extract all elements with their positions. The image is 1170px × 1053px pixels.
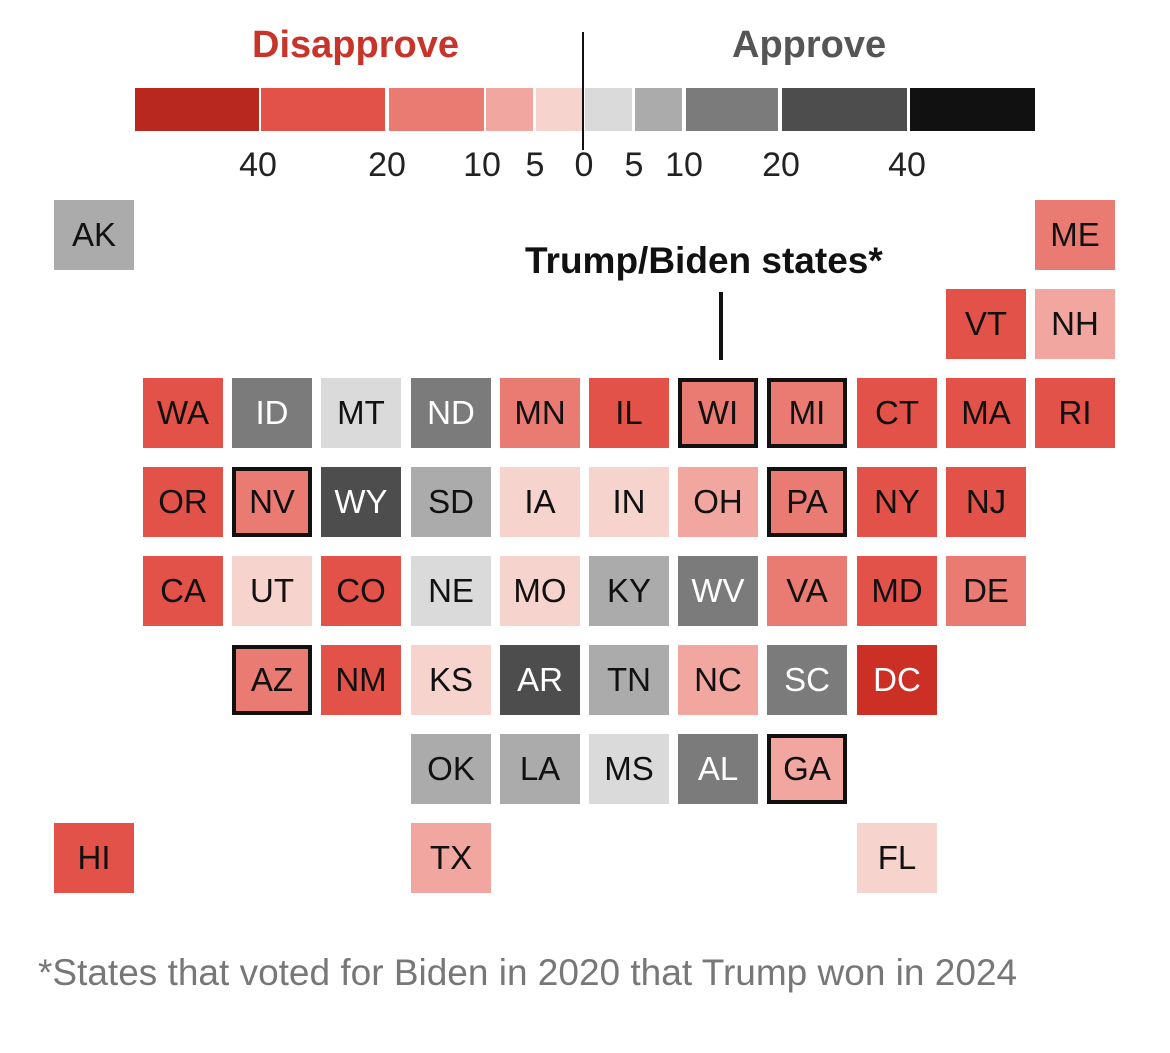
- state-tile-me: ME: [1035, 200, 1115, 270]
- legend-tick-label: 10: [665, 146, 703, 184]
- legend-segment: [135, 88, 259, 131]
- state-tile-mi: MI: [767, 378, 847, 448]
- state-tile-ny: NY: [857, 467, 937, 537]
- state-tile-wy: WY: [321, 467, 401, 537]
- state-tile-nd: ND: [411, 378, 491, 448]
- legend-segment: [486, 88, 533, 131]
- state-tile-fl: FL: [857, 823, 937, 893]
- state-tile-ky: KY: [589, 556, 669, 626]
- state-tile-id: ID: [232, 378, 312, 448]
- state-tile-sd: SD: [411, 467, 491, 537]
- legend-color-bar: [135, 88, 1035, 131]
- legend-tick-label: 20: [368, 146, 406, 184]
- state-tile-nj: NJ: [946, 467, 1026, 537]
- state-tile-ca: CA: [143, 556, 223, 626]
- legend-segment: [910, 88, 1035, 131]
- state-tile-ga: GA: [767, 734, 847, 804]
- state-tile-ia: IA: [500, 467, 580, 537]
- legend-tick-label: 5: [525, 146, 545, 184]
- state-tile-in: IN: [589, 467, 669, 537]
- state-tile-hi: HI: [54, 823, 134, 893]
- state-tile-co: CO: [321, 556, 401, 626]
- state-tile-mn: MN: [500, 378, 580, 448]
- state-tile-ma: MA: [946, 378, 1026, 448]
- legend-tick-label: 0: [574, 146, 594, 184]
- state-tile-wv: WV: [678, 556, 758, 626]
- approve-label: Approve: [732, 24, 887, 66]
- state-tile-ms: MS: [589, 734, 669, 804]
- state-tile-or: OR: [143, 467, 223, 537]
- legend-segment: [686, 88, 778, 131]
- disapprove-label: Disapprove: [252, 24, 459, 66]
- state-tile-pa: PA: [767, 467, 847, 537]
- state-tile-vt: VT: [946, 289, 1026, 359]
- legend-tick-label: 10: [463, 146, 501, 184]
- state-tile-tn: TN: [589, 645, 669, 715]
- state-tile-oh: OH: [678, 467, 758, 537]
- state-tile-nc: NC: [678, 645, 758, 715]
- trump-biden-callout: Trump/Biden states*: [525, 240, 883, 281]
- legend-segment: [635, 88, 682, 131]
- legend-tick-label: 20: [762, 146, 800, 184]
- state-tile-va: VA: [767, 556, 847, 626]
- state-tile-ct: CT: [857, 378, 937, 448]
- legend-tick-label: 40: [239, 146, 277, 184]
- footnote: *States that voted for Biden in 2020 tha…: [38, 952, 1018, 993]
- state-tile-nh: NH: [1035, 289, 1115, 359]
- state-tile-ar: AR: [500, 645, 580, 715]
- legend-tick-label: 40: [888, 146, 926, 184]
- state-tile-wi: WI: [678, 378, 758, 448]
- legend-segment: [782, 88, 907, 131]
- state-tile-nv: NV: [232, 467, 312, 537]
- state-tile-ks: KS: [411, 645, 491, 715]
- state-tile-il: IL: [589, 378, 669, 448]
- callout-leader-line: [719, 292, 723, 360]
- state-tile-ak: AK: [54, 200, 134, 270]
- state-tile-ut: UT: [232, 556, 312, 626]
- state-tile-ne: NE: [411, 556, 491, 626]
- state-tile-sc: SC: [767, 645, 847, 715]
- state-tile-tx: TX: [411, 823, 491, 893]
- state-tile-nm: NM: [321, 645, 401, 715]
- state-tile-mo: MO: [500, 556, 580, 626]
- state-tile-dc: DC: [857, 645, 937, 715]
- state-tile-ok: OK: [411, 734, 491, 804]
- state-tile-la: LA: [500, 734, 580, 804]
- legend-divider: [582, 32, 584, 150]
- state-tile-az: AZ: [232, 645, 312, 715]
- state-tile-al: AL: [678, 734, 758, 804]
- legend-tick-label: 5: [624, 146, 644, 184]
- legend-segment: [389, 88, 484, 131]
- legend-segment: [536, 88, 582, 131]
- state-tile-de: DE: [946, 556, 1026, 626]
- state-tile-mt: MT: [321, 378, 401, 448]
- state-tile-ri: RI: [1035, 378, 1115, 448]
- state-tile-md: MD: [857, 556, 937, 626]
- legend-segment: [585, 88, 632, 131]
- legend-segment: [261, 88, 385, 131]
- state-tile-wa: WA: [143, 378, 223, 448]
